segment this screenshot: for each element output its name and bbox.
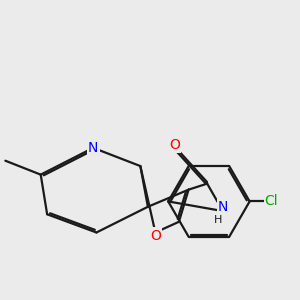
Text: Cl: Cl — [265, 194, 278, 208]
Text: O: O — [169, 138, 180, 152]
Text: N: N — [88, 141, 98, 155]
Text: H: H — [214, 215, 223, 225]
Text: N: N — [218, 200, 228, 214]
Text: O: O — [150, 229, 161, 242]
